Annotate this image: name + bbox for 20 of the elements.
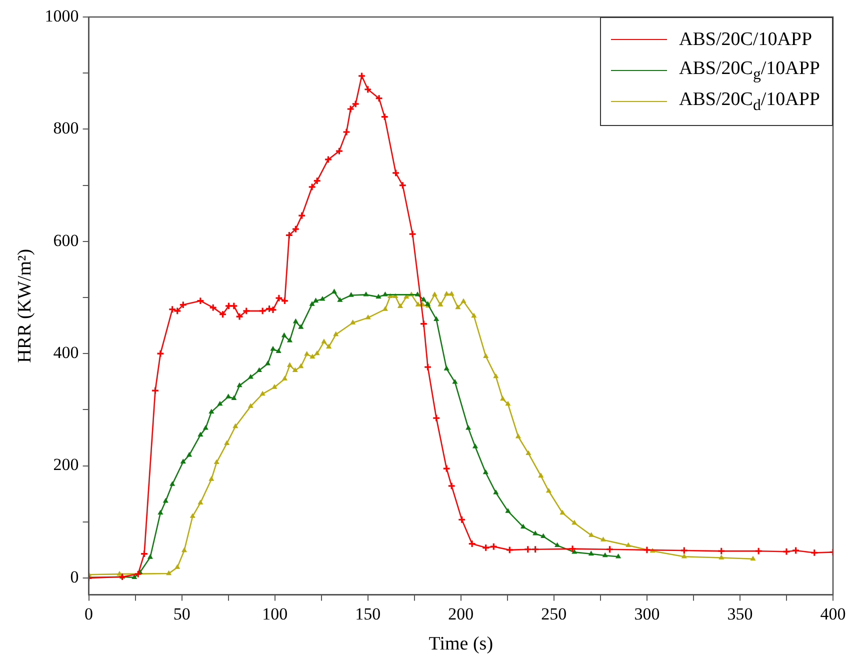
- y-tick-label: 800: [53, 118, 79, 138]
- x-tick-label: 100: [262, 604, 288, 624]
- x-tick-label: 150: [355, 604, 381, 624]
- x-axis-title: Time (s): [428, 634, 494, 655]
- y-tick-label: 0: [70, 567, 79, 586]
- x-tick-label: 350: [727, 604, 753, 624]
- y-tick-label: 600: [53, 230, 79, 250]
- y-tick-label: 200: [53, 455, 79, 474]
- x-tick-label: 200: [448, 604, 474, 624]
- x-tick-label: 250: [541, 604, 567, 624]
- legend-label: ABS/20C$_{d}$/10APP: [679, 88, 820, 114]
- y-axis-title: HRR (KW/m²): [14, 248, 36, 363]
- legend-label: ABS/20C$_{g}$/10APP: [679, 58, 820, 84]
- x-tick-label: 50: [173, 604, 190, 624]
- x-tick-label: 0: [84, 604, 94, 624]
- y-tick-label: 1000: [44, 6, 79, 26]
- legend-label: ABS/20C/10APP: [679, 28, 812, 50]
- x-tick-label: 300: [634, 604, 660, 624]
- y-tick-label: 400: [53, 343, 79, 362]
- x-tick-label: 400: [820, 604, 846, 624]
